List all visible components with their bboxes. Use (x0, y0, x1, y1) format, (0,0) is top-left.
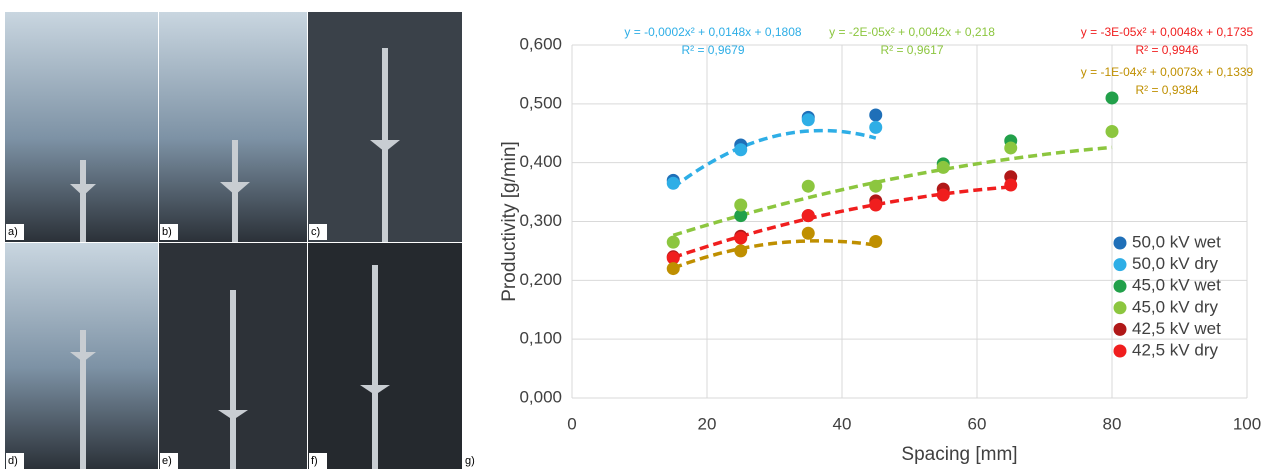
y-axis-label: Productivity [g/min] (499, 141, 520, 302)
legend-label: 42,5 kV dry (1132, 340, 1218, 359)
panel-label: f) (311, 455, 318, 467)
y-tick-label: 0,300 (519, 211, 562, 230)
trend-r2: R² = 0,9946 (1135, 43, 1198, 57)
trend-equation: y = -1E-04x² + 0,0073x + 0,1339 (1081, 65, 1254, 79)
panel-label-box (160, 224, 178, 240)
x-tick-label: 40 (833, 414, 852, 433)
point (801, 226, 815, 240)
panel-label-box (309, 453, 327, 469)
y-tick-label: 0,600 (519, 34, 562, 53)
point (734, 209, 748, 223)
point (936, 160, 950, 174)
x-axis-label: Spacing [mm] (901, 444, 1017, 465)
panel-label-box (6, 453, 24, 469)
x-tick-label: 20 (698, 414, 717, 433)
trendline (672, 128, 877, 189)
y-tick-label: 0,200 (519, 270, 562, 289)
point (1004, 141, 1018, 155)
panel-label-box (160, 453, 178, 469)
trendline (672, 239, 877, 270)
trend-r2: R² = 0,9679 (681, 43, 744, 57)
panel-label: c) (311, 226, 320, 238)
x-tick-label: 100 (1233, 414, 1261, 433)
point (869, 179, 883, 193)
point (936, 188, 950, 202)
point (734, 198, 748, 212)
point (869, 198, 883, 212)
point (666, 262, 680, 276)
legend-label: 50,0 kV dry (1132, 254, 1218, 273)
legend-label: 42,5 kV wet (1132, 319, 1221, 338)
point (666, 235, 680, 249)
point (666, 251, 680, 265)
legend-swatch (1113, 344, 1127, 358)
trendline (672, 185, 1011, 260)
panel-label: b) (162, 226, 172, 238)
point (734, 143, 748, 157)
x-tick-label: 60 (968, 414, 987, 433)
legend-swatch (1113, 301, 1127, 315)
trend-equation: y = -2E-05x² + 0,0042x + 0,218 (829, 25, 995, 39)
photo-panels (5, 12, 462, 469)
point (1105, 124, 1119, 138)
legend-label: 50,0 kV wet (1132, 232, 1221, 251)
point (666, 176, 680, 190)
point (801, 113, 815, 127)
y-tick-label: 0,400 (519, 152, 562, 171)
y-tick-label: 0,100 (519, 329, 562, 348)
trend-r2: R² = 0,9617 (880, 43, 943, 57)
point (869, 235, 883, 249)
panel-label: g) (465, 455, 475, 467)
point (1105, 91, 1119, 105)
panel-label-box (6, 224, 24, 240)
legend-label: 45,0 kV dry (1132, 297, 1218, 316)
trend-r2: R² = 0,9384 (1135, 83, 1198, 97)
panel-label-box (309, 224, 327, 240)
panel-label: a) (8, 226, 18, 238)
trend-equation: y = -0,0002x² + 0,0148x + 0,1808 (624, 25, 801, 39)
panel-label: d) (8, 455, 18, 467)
photo (308, 243, 462, 469)
point (734, 244, 748, 258)
point (1004, 178, 1018, 192)
y-tick-label: 0,000 (519, 387, 562, 406)
trend-equation: y = -3E-05x² + 0,0048x + 0,1735 (1081, 25, 1254, 39)
trendline (672, 145, 1113, 237)
legend-swatch (1113, 258, 1127, 272)
point (734, 231, 748, 245)
point (801, 179, 815, 193)
legend-label: 45,0 kV wet (1132, 276, 1221, 295)
x-tick-label: 0 (567, 414, 576, 433)
point (869, 108, 883, 122)
legend-swatch (1113, 279, 1127, 293)
legend-swatch (1113, 236, 1127, 250)
point (869, 120, 883, 134)
y-tick-label: 0,500 (519, 93, 562, 112)
rods (70, 48, 400, 469)
panel-label: e) (162, 455, 172, 467)
x-tick-label: 80 (1103, 414, 1122, 433)
point (801, 209, 815, 223)
legend-swatch (1113, 322, 1127, 336)
